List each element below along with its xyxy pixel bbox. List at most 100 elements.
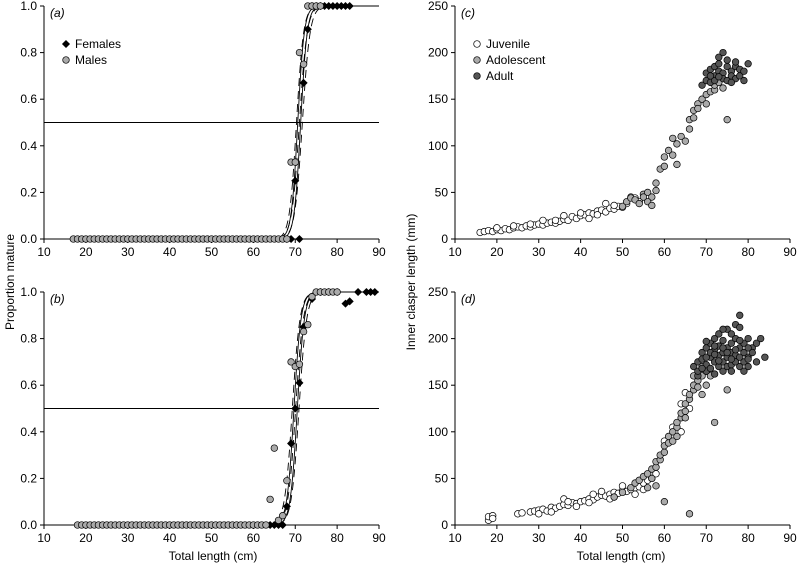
y-tick-label: 0 <box>441 518 448 532</box>
data-point-adolescent <box>635 199 643 208</box>
data-point-adolescent <box>648 201 656 210</box>
data-point-males <box>274 516 283 524</box>
data-point-adolescent <box>618 202 627 211</box>
x-tick-label: 60 <box>658 245 672 259</box>
x-tick-label: 80 <box>741 245 755 259</box>
data-point-males <box>299 327 308 336</box>
data-point-adult <box>710 342 719 350</box>
x-tick-label: 40 <box>163 245 177 259</box>
x-tick-label: 20 <box>79 531 93 545</box>
y-tick-label: 0.2 <box>20 471 37 485</box>
panel-label: (a) <box>50 6 65 20</box>
x-tick-label: 40 <box>163 531 177 545</box>
data-point-males <box>295 360 304 368</box>
x-tick-label: 20 <box>79 245 93 259</box>
x-tick-label: 10 <box>448 531 462 545</box>
data-point-adult <box>719 48 727 57</box>
data-point-juvenile <box>564 498 572 506</box>
data-point-females <box>354 287 363 297</box>
data-point-females <box>291 404 300 413</box>
ylabel-right: Inner clasper length (mm) <box>404 214 418 351</box>
legend-marker-adult <box>473 72 481 80</box>
y-tick-label: 0.6 <box>20 92 37 106</box>
data-point-adult <box>710 334 719 343</box>
data-point-adult <box>715 330 723 338</box>
x-tick-label: 60 <box>247 531 261 545</box>
data-point-juvenile <box>631 490 639 498</box>
data-point-adolescent <box>681 400 689 408</box>
data-point-adolescent <box>648 193 656 201</box>
y-tick-label: 100 <box>428 425 448 439</box>
data-point-adolescent <box>685 510 694 518</box>
data-point-juvenile <box>489 514 497 523</box>
x-tick-label: 70 <box>289 245 303 259</box>
data-point-adolescent <box>664 432 673 441</box>
data-point-juvenile <box>585 214 593 223</box>
data-point-females <box>370 287 379 297</box>
data-point-juvenile <box>585 498 593 507</box>
data-point-adolescent <box>702 381 710 389</box>
data-point-adult <box>723 348 731 357</box>
data-point-adolescent <box>681 407 689 415</box>
x-tick-label: 10 <box>37 531 51 545</box>
data-point-adult <box>706 72 715 80</box>
x-tick-label: 80 <box>741 531 755 545</box>
data-point-juvenile <box>539 216 547 225</box>
data-point-females <box>295 378 304 387</box>
data-point-adolescent <box>652 179 660 187</box>
legend-marker-females <box>61 39 71 49</box>
data-point-juvenile <box>547 508 555 516</box>
legend-label-juvenile: Juvenile <box>486 37 530 51</box>
data-point-males <box>283 477 291 485</box>
data-point-adult <box>719 367 727 375</box>
data-point-adolescent <box>719 84 727 92</box>
data-point-males <box>304 320 312 329</box>
y-tick-label: 100 <box>428 139 448 153</box>
data-point-juvenile <box>618 482 627 490</box>
data-point-adult <box>740 348 748 357</box>
panel-label: (d) <box>461 292 476 306</box>
data-point-adolescent <box>648 474 656 483</box>
data-point-adult <box>715 357 723 365</box>
data-point-adolescent <box>723 116 731 124</box>
y-tick-label: 0.8 <box>20 332 37 346</box>
data-point-adolescent <box>627 484 635 492</box>
xlabel-left: Total length (cm) <box>169 549 258 563</box>
data-point-males <box>283 235 291 243</box>
x-tick-label: 50 <box>205 531 219 545</box>
data-point-adolescent <box>673 160 681 169</box>
data-point-adolescent <box>660 153 669 161</box>
data-point-males <box>287 358 295 366</box>
x-tick-label: 10 <box>448 245 462 259</box>
y-tick-label: 0.0 <box>20 518 37 532</box>
legend-label-males: Males <box>75 53 107 67</box>
data-point-adult <box>727 339 736 347</box>
data-point-adult <box>710 350 719 359</box>
y-tick-label: 150 <box>428 378 448 392</box>
y-tick-label: 0.8 <box>20 46 37 60</box>
x-tick-label: 30 <box>532 245 546 259</box>
data-point-adolescent <box>698 390 706 399</box>
legend-label-adolescent: Adolescent <box>486 53 546 67</box>
data-point-adolescent <box>702 100 710 108</box>
x-tick-label: 50 <box>616 531 630 545</box>
data-point-adolescent <box>610 493 618 501</box>
data-point-adult <box>744 362 752 371</box>
data-point-males <box>270 444 278 452</box>
data-point-adolescent <box>618 488 627 497</box>
panel-a: 10 20 30 40 50 60 70 80 90 0.0 0.2 0.4 0.6 0.8 1.0 (a) F… <box>20 0 386 259</box>
y-tick-label: 150 <box>428 92 448 106</box>
y-tick-label: 1.0 <box>20 0 37 13</box>
data-point-adolescent <box>681 137 689 145</box>
xlabel-right: Total length (cm) <box>577 549 666 563</box>
data-point-adult <box>740 367 748 375</box>
data-point-males <box>316 2 325 10</box>
data-point-females <box>345 1 354 11</box>
y-tick-label: 0.6 <box>20 378 37 392</box>
x-tick-label: 80 <box>330 245 344 259</box>
data-point-adult <box>744 334 752 343</box>
data-point-males <box>299 60 308 68</box>
data-point-males <box>266 495 274 504</box>
x-tick-label: 90 <box>783 245 797 259</box>
